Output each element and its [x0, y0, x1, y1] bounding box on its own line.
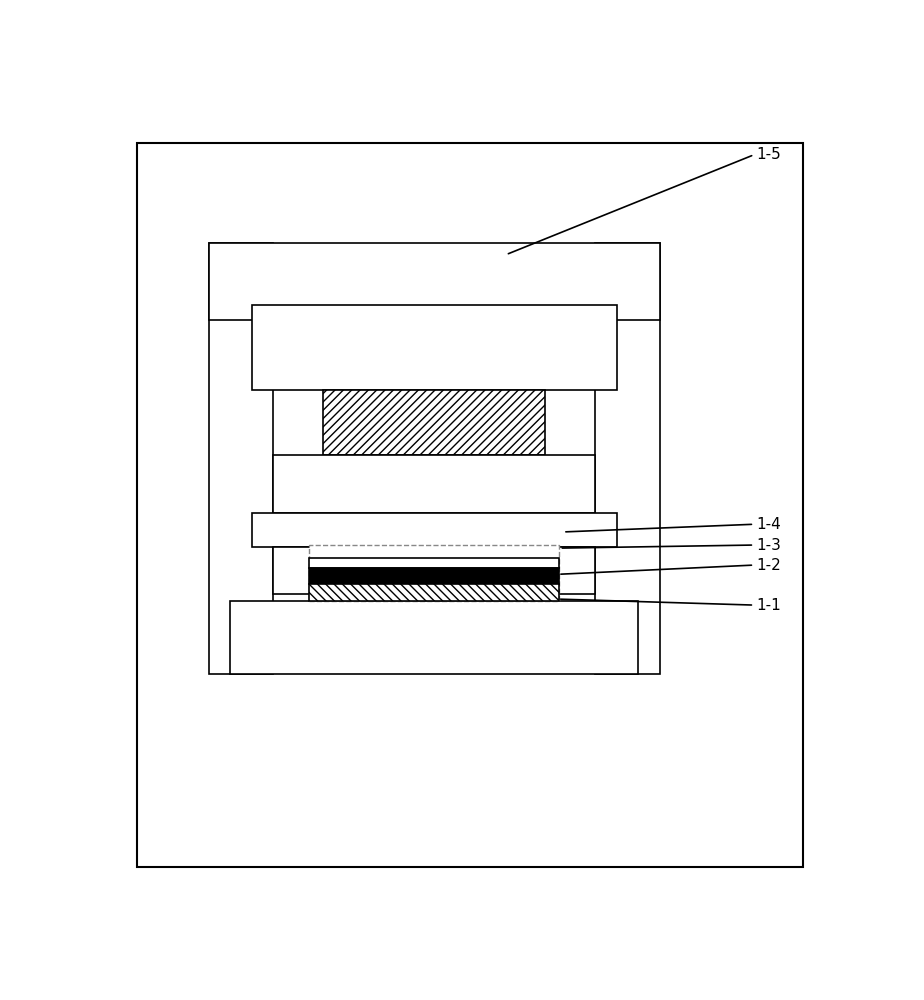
Bar: [309, 558, 559, 568]
Bar: [595, 243, 660, 674]
Text: 1-3: 1-3: [757, 538, 782, 553]
Bar: [309, 545, 559, 601]
Bar: [230, 601, 638, 674]
Bar: [274, 547, 323, 594]
Bar: [251, 305, 617, 389]
Bar: [209, 243, 660, 320]
Text: 1-5: 1-5: [757, 147, 781, 162]
Text: 1-4: 1-4: [757, 517, 781, 532]
Text: 1-1: 1-1: [757, 598, 781, 613]
Bar: [209, 243, 274, 674]
Bar: [251, 513, 617, 547]
Text: 1-2: 1-2: [757, 558, 781, 573]
Bar: [274, 455, 595, 513]
Bar: [545, 547, 595, 594]
Bar: [309, 584, 559, 601]
Bar: [323, 390, 545, 455]
Bar: [309, 568, 559, 584]
